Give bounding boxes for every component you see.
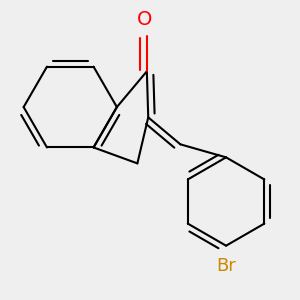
Text: Br: Br: [216, 257, 236, 275]
Text: O: O: [137, 10, 152, 29]
